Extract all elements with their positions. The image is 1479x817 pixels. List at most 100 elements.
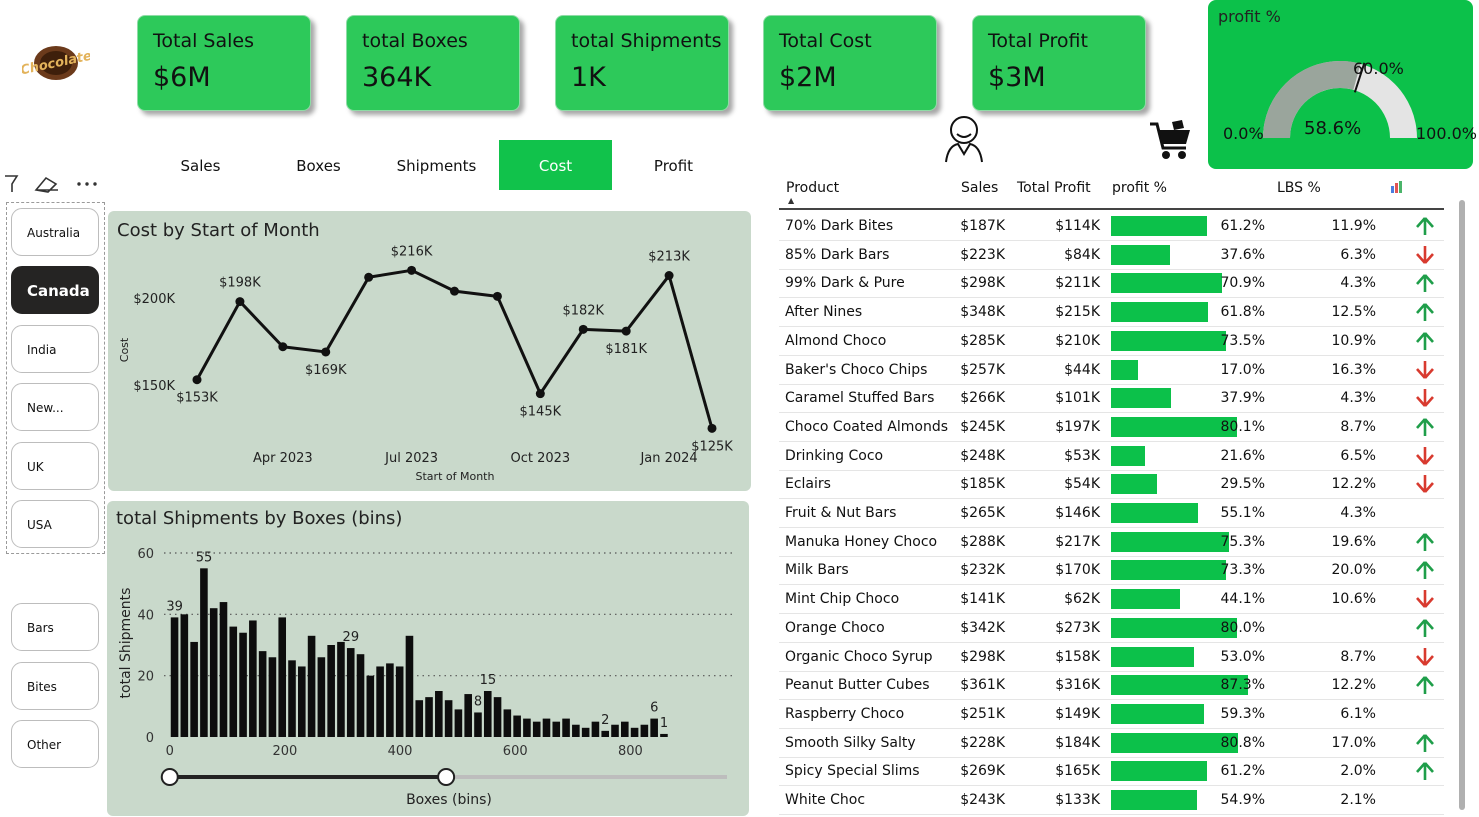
tab-profit[interactable]: Profit <box>653 157 694 175</box>
shipment-bar[interactable] <box>298 666 306 737</box>
shipment-bar[interactable] <box>366 675 375 737</box>
filter-icon[interactable] <box>5 175 19 192</box>
header-sales[interactable]: Sales <box>961 180 999 196</box>
table-row[interactable]: Smooth Silky Salty $228K $184K 80.8% 17.0% <box>779 730 1444 758</box>
shipment-bar[interactable] <box>170 617 179 737</box>
header-profit-pct[interactable]: profit % <box>1112 180 1167 196</box>
shipment-bar[interactable] <box>464 694 472 737</box>
shipment-bar[interactable] <box>288 660 296 737</box>
cost-point[interactable] <box>621 326 631 336</box>
shipment-bar[interactable] <box>660 733 668 737</box>
more-options-icon[interactable] <box>77 182 97 186</box>
table-row[interactable]: Mint Chip Choco $141K $62K 44.1% 10.6% <box>779 586 1444 615</box>
table-row[interactable]: Milk Bars $232K $170K 73.3% 20.0% <box>779 557 1444 586</box>
cart-icon[interactable] <box>1148 118 1194 162</box>
shipment-bar[interactable] <box>346 648 355 737</box>
table-row[interactable]: Caramel Stuffed Bars $266K $101K 37.9% 4.3% <box>779 385 1444 414</box>
shipment-bar[interactable] <box>209 608 218 737</box>
shipment-bar[interactable] <box>581 727 590 737</box>
table-row[interactable]: Peanut Butter Cubes $361K $316K 87.3% 12.2% <box>779 672 1444 701</box>
table-row[interactable]: After Nines $348K $215K 61.8% 12.5% <box>779 299 1444 328</box>
shipment-bar[interactable] <box>278 617 287 737</box>
shipment-bar[interactable] <box>229 626 238 737</box>
shipment-bar[interactable] <box>425 697 433 737</box>
shipment-bar[interactable] <box>376 666 384 737</box>
shipment-bar[interactable] <box>317 657 326 737</box>
shipment-bar[interactable] <box>621 721 629 737</box>
header-lbs-pct[interactable]: LBS % <box>1277 180 1321 196</box>
slicer-usa[interactable]: USA <box>11 500 99 548</box>
table-row[interactable]: 70% Dark Bites $187K $114K 61.2% 11.9% <box>779 213 1444 241</box>
shipment-bar[interactable] <box>503 709 512 737</box>
shipment-bar[interactable] <box>239 632 247 737</box>
slicer-bars[interactable]: Bars <box>11 603 99 651</box>
tab-sales[interactable]: Sales <box>180 157 221 175</box>
shipment-bar[interactable] <box>200 568 208 737</box>
table-row[interactable]: 85% Dark Bars $223K $84K 37.6% 6.3% <box>779 242 1444 270</box>
table-row[interactable]: Orange Choco $342K $273K 80.0% <box>779 615 1444 643</box>
shipment-bar[interactable] <box>483 691 492 737</box>
shipment-bar[interactable] <box>630 727 639 737</box>
shipment-bar[interactable] <box>268 657 277 737</box>
shipment-bar[interactable] <box>523 718 531 737</box>
table-row[interactable]: Drinking Coco $248K $53K 21.6% 6.5% <box>779 443 1444 471</box>
table-row[interactable]: Choco Coated Almonds $245K $197K 80.1% 8.7% <box>779 414 1444 442</box>
cost-point[interactable] <box>192 375 202 385</box>
shipment-bar[interactable] <box>386 663 394 737</box>
shipment-bar[interactable] <box>562 718 570 737</box>
shipment-bar[interactable] <box>542 718 551 737</box>
table-row[interactable]: White Choc $243K $133K 54.9% 2.1% <box>779 787 1444 815</box>
table-row[interactable]: Manuka Honey Choco $288K $217K 75.3% 19.6% <box>779 529 1444 557</box>
tab-shipments[interactable]: Shipments <box>396 157 477 175</box>
shipment-bar[interactable] <box>190 641 198 737</box>
table-row[interactable]: 99% Dark & Pure $298K $211K 70.9% 4.3% <box>779 270 1444 299</box>
table-row[interactable]: Almond Choco $285K $210K 73.5% 10.9% <box>779 328 1444 356</box>
shipment-bar[interactable] <box>601 730 610 737</box>
cost-line-chart[interactable]: $150K $200K Apr 2023 Jul 2023 Oct 2023 Jan 20… <box>108 211 751 491</box>
shipment-bar[interactable] <box>327 645 335 737</box>
shipment-bar[interactable] <box>474 712 482 737</box>
cost-point[interactable] <box>278 342 288 352</box>
cost-point[interactable] <box>664 271 674 281</box>
tab-boxes[interactable]: Boxes <box>296 157 341 175</box>
shipment-bar[interactable] <box>249 620 257 737</box>
shipment-bar[interactable] <box>395 666 404 737</box>
slicer-canada[interactable]: Canada <box>11 266 99 314</box>
shipment-bar[interactable] <box>640 724 649 737</box>
table-row[interactable]: Baker's Choco Chips $257K $44K 17.0% 16.3% <box>779 357 1444 385</box>
cost-point[interactable] <box>450 286 459 296</box>
shipment-bar[interactable] <box>611 724 619 737</box>
person-icon[interactable] <box>940 114 988 164</box>
table-row[interactable]: Fruit & Nut Bars $265K $146K 55.1% 4.3% <box>779 500 1444 528</box>
shipment-bar[interactable] <box>258 651 267 737</box>
slicer-bites[interactable]: Bites <box>11 662 99 710</box>
range-slider-handle-max[interactable] <box>437 768 456 786</box>
shipment-bar[interactable] <box>650 718 658 737</box>
table-scrollbar[interactable] <box>1459 200 1465 810</box>
shipment-bar[interactable] <box>591 721 600 737</box>
slicer-uk[interactable]: UK <box>11 442 99 490</box>
range-slider-handle-min[interactable] <box>160 768 179 786</box>
cost-point[interactable] <box>492 291 502 301</box>
slicer-other[interactable]: Other <box>11 720 99 768</box>
cost-point[interactable] <box>407 265 417 275</box>
slicer-new-zealand[interactable]: New... <box>11 383 99 431</box>
shipment-bar[interactable] <box>572 724 580 737</box>
shipment-bar[interactable] <box>356 654 365 737</box>
shipment-bar[interactable] <box>219 602 228 737</box>
cost-point[interactable] <box>707 423 717 433</box>
shipment-bar[interactable] <box>493 697 502 737</box>
cost-point[interactable] <box>535 389 545 399</box>
table-row[interactable]: Organic Choco Syrup $298K $158K 53.0% 8.7% <box>779 644 1444 672</box>
shipment-bar[interactable] <box>180 614 189 737</box>
cost-point[interactable] <box>578 324 588 334</box>
slicer-australia[interactable]: Australia <box>11 208 99 256</box>
eraser-icon[interactable] <box>34 176 58 193</box>
shipment-bar[interactable] <box>435 691 443 737</box>
header-total-profit[interactable]: Total Profit <box>1017 180 1091 196</box>
slicer-india[interactable]: India <box>11 325 99 373</box>
table-row[interactable]: Spicy Special Slims $269K $165K 61.2% 2.0% <box>779 758 1444 787</box>
tab-cost[interactable]: Cost <box>499 140 612 190</box>
shipment-bar[interactable] <box>415 700 424 737</box>
